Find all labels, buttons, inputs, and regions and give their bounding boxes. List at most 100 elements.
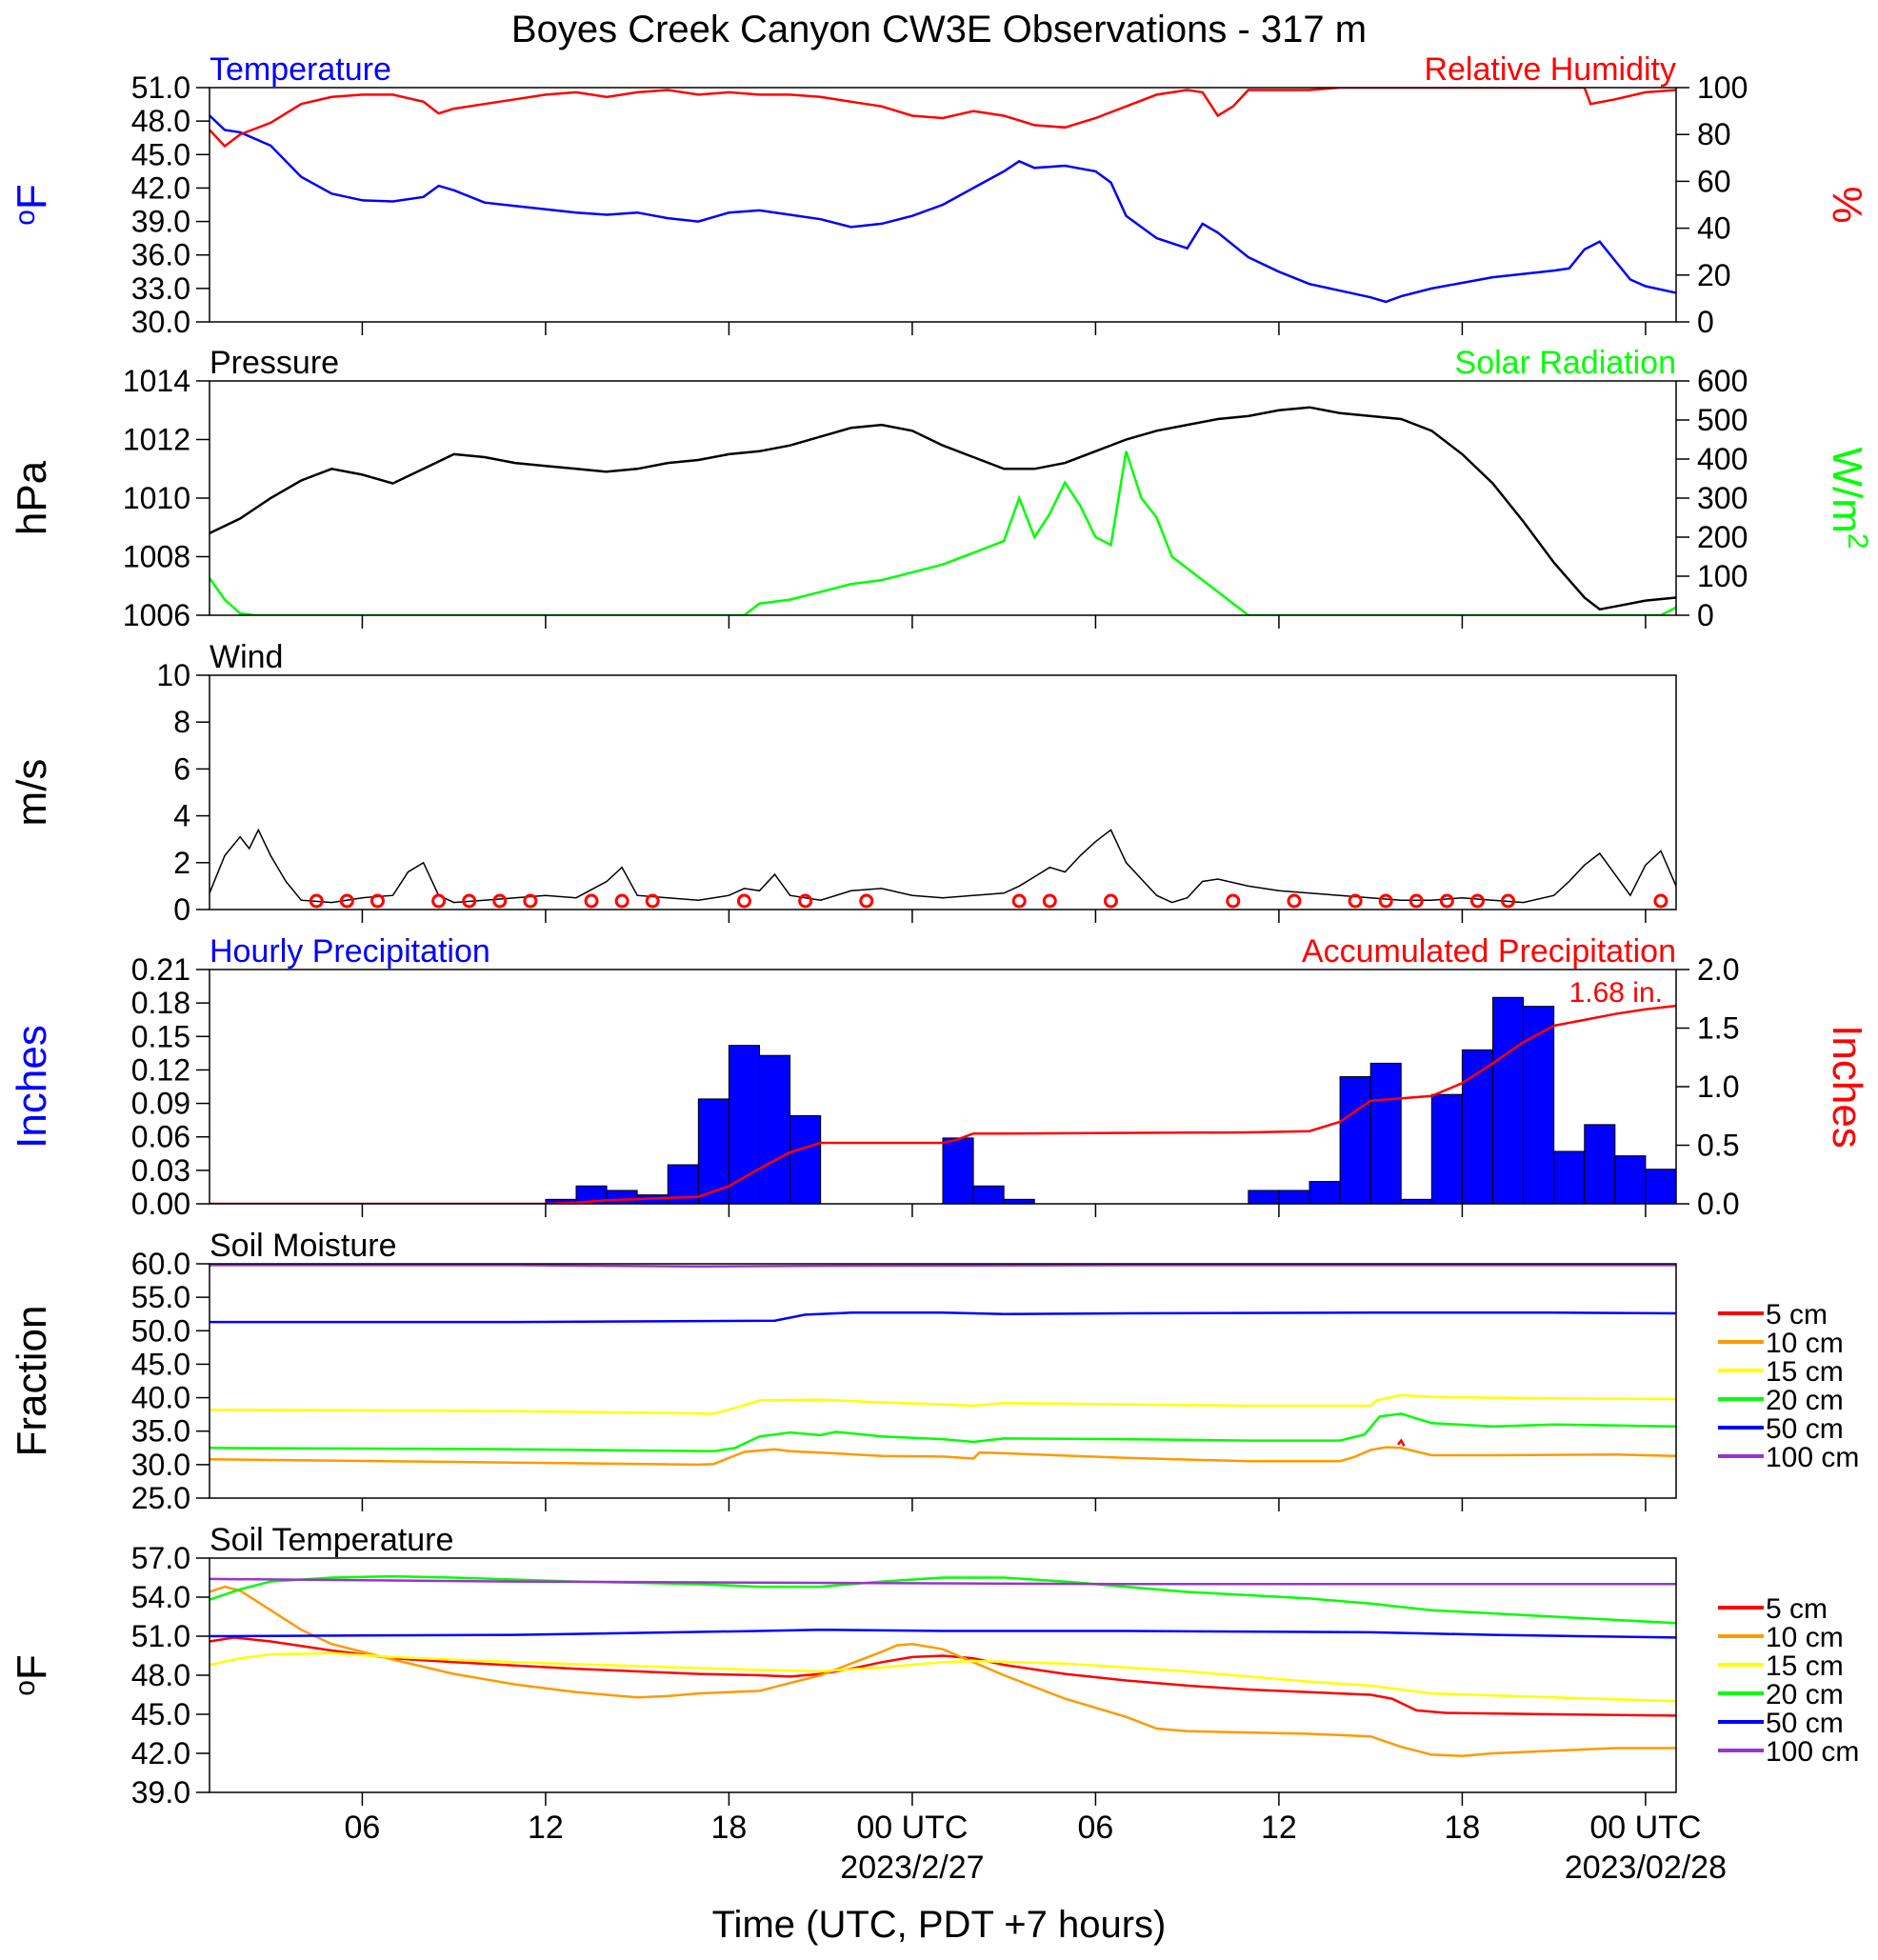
time-tick-label: 00 UTC — [856, 1810, 968, 1846]
y-tick-label-left: 60.0 — [131, 1247, 190, 1281]
precip-bar — [972, 1185, 1005, 1204]
legend-label: 10 cm — [1766, 1328, 1844, 1359]
y-tick-label-left: 51.0 — [131, 70, 190, 105]
series-line-15-cm — [210, 1393, 1676, 1415]
series-line-10-cm — [210, 1446, 1676, 1467]
precip-bar — [1645, 1169, 1676, 1204]
time-tick-label: 12 — [1261, 1810, 1297, 1846]
panel-frame — [209, 1263, 1677, 1499]
wind-barb-calm — [523, 893, 538, 909]
series-line-solar-radiation — [210, 450, 1676, 615]
panel-precipitation: 0.000.030.060.090.120.150.180.21 0.0 0.5 1.… — [9, 933, 1870, 1221]
y-tick-label-left: 2 — [173, 846, 190, 880]
panel-data-temperature-humidity — [210, 88, 1676, 304]
y-tick-label-right: 40 — [1697, 211, 1731, 246]
precip-bar — [1553, 1150, 1586, 1204]
precip-bar — [942, 1137, 974, 1204]
y-axis-unit-left: m/s — [9, 759, 55, 827]
legend-label: 15 cm — [1766, 1650, 1844, 1682]
precip-bar — [1430, 1093, 1463, 1204]
y-tick-label-right: 400 — [1697, 442, 1748, 476]
y-tick-label-left: 45.0 — [131, 1697, 190, 1731]
wind-barb-calm — [1226, 893, 1241, 909]
panel-pressure-solar: 1006 1008 1010 1012 1014 0 100 200 300 400 500 600 P… — [9, 345, 1873, 632]
wind-barb-calm — [859, 893, 874, 909]
panel-title-left: Temperature — [210, 51, 391, 88]
precip-bar — [759, 1054, 791, 1204]
panel-data-wind — [210, 828, 1676, 909]
series-line-100-cm — [210, 1577, 1676, 1586]
y-tick-label-left: 33.0 — [131, 271, 190, 306]
y-axis-unit-left: hPa — [9, 460, 55, 535]
precip-bar — [1584, 1124, 1616, 1204]
wind-barb-calm — [339, 893, 354, 909]
legend-label: 5 cm — [1766, 1299, 1828, 1330]
y-axis-unit-left: oF — [9, 184, 55, 226]
y-tick-label-left: 8 — [173, 705, 190, 739]
y-tick-label-left: 30.0 — [131, 1448, 190, 1482]
legend-label: 20 cm — [1766, 1385, 1844, 1416]
panel-frame — [209, 674, 1677, 910]
wind-barb-calm — [736, 893, 751, 909]
y-tick-label-left: 1010 — [123, 481, 190, 515]
y-tick-label-right: 20 — [1697, 258, 1731, 292]
legend-label: 10 cm — [1766, 1622, 1844, 1653]
y-tick-label-left: 35.0 — [131, 1414, 190, 1449]
y-axis-unit-left: oF — [9, 1654, 55, 1696]
y-tick-label-left: 4 — [173, 799, 190, 833]
legend-label: 50 cm — [1766, 1413, 1844, 1445]
time-tick-date: 2023/02/28 — [1565, 1850, 1727, 1886]
time-tick-label: 18 — [1445, 1810, 1481, 1846]
panel-frame — [209, 87, 1677, 323]
wind-barb-calm — [645, 893, 660, 909]
y-tick-label-left: 42.0 — [131, 1736, 190, 1770]
wind-barb-calm — [492, 893, 508, 909]
series-line-pressure — [210, 406, 1676, 611]
panel-title-left: Pressure — [210, 345, 339, 381]
series-line-15-cm — [210, 1651, 1676, 1703]
wind-barb-calm — [1011, 893, 1027, 909]
precip-bar — [1614, 1155, 1647, 1204]
panel-temperature-humidity: 30.033.036.039.042.045.048.051.0 0 20 40 60 8… — [9, 51, 1870, 339]
series-line-50-cm — [210, 1628, 1676, 1639]
panel-title-left: Soil Moisture — [210, 1228, 397, 1264]
legend-label: 100 cm — [1766, 1736, 1859, 1768]
panel-title-right: Relative Humidity — [1424, 51, 1676, 88]
wind-barb-calm — [1348, 893, 1363, 909]
y-tick-label-left: 40.0 — [131, 1381, 190, 1415]
panel-title-left: Soil Temperature — [210, 1522, 453, 1558]
y-axis-unit-left: Inches — [9, 1025, 55, 1149]
series-line-5-cm — [1397, 1438, 1406, 1447]
panel-data-soil-temperature — [210, 1574, 1676, 1757]
legend-label: 5 cm — [1766, 1593, 1828, 1625]
y-tick-label-right: 100 — [1697, 559, 1748, 593]
wind-barb-calm — [309, 893, 324, 909]
legend-label: 15 cm — [1766, 1356, 1844, 1388]
wind-barb-calm — [1103, 893, 1118, 909]
wind-barb-calm — [1408, 893, 1424, 909]
y-tick-label-left: 51.0 — [131, 1619, 190, 1653]
time-axis-tick-labels: 06 12 18 00 UTC 2023/2/27 06 12 18 00 UTC 2023/02… — [345, 1810, 1727, 1886]
y-tick-label-left: 54.0 — [131, 1580, 190, 1614]
legend-label: 100 cm — [1766, 1442, 1859, 1473]
precip-bar — [728, 1045, 761, 1204]
panel-wind: 0 2 4 6 8 10 Wind m/s — [9, 639, 1677, 927]
y-tick-label-right: 0 — [1697, 598, 1714, 632]
wind-barb-calm — [1469, 893, 1485, 909]
y-tick-label-left: 50.0 — [131, 1313, 190, 1348]
y-tick-label-left: 0 — [173, 892, 190, 927]
y-tick-label-right: 100 — [1697, 70, 1748, 105]
accumulated-precip-line — [210, 1004, 1676, 1204]
y-tick-label-left: 55.0 — [131, 1280, 190, 1314]
precip-bar — [1369, 1062, 1402, 1204]
time-tick-label: 12 — [528, 1810, 564, 1846]
y-tick-label-right: 1.5 — [1697, 1011, 1739, 1046]
wind-barb-calm — [1653, 893, 1668, 909]
wind-barb-calm — [1378, 893, 1393, 909]
series-line-5-cm — [210, 1636, 1676, 1717]
time-tick-label: 06 — [1078, 1810, 1114, 1846]
wind-barb-calm — [614, 893, 629, 909]
figure-title: Boyes Creek Canyon CW3E Observations - 3… — [511, 9, 1367, 50]
y-tick-label-left: 1014 — [123, 364, 190, 398]
